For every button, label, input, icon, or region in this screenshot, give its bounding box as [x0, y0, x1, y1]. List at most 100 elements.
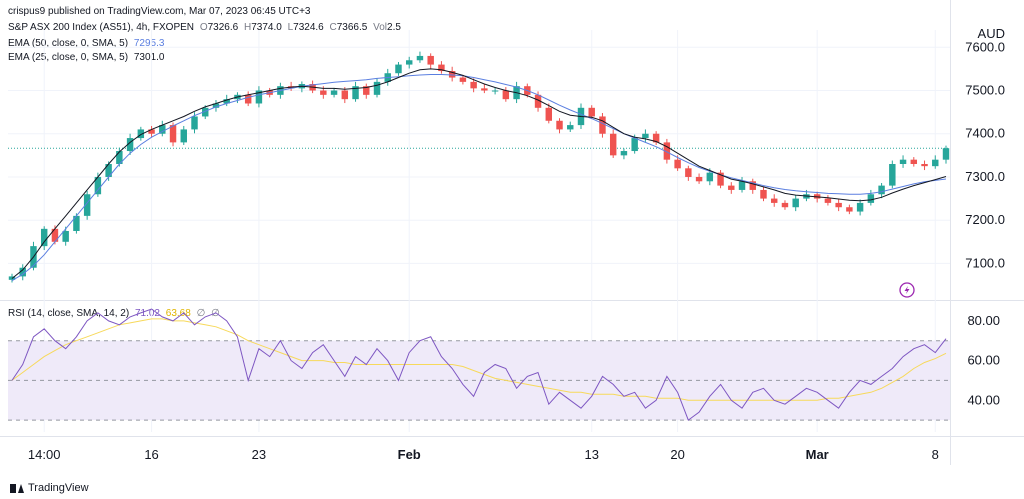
candle-body	[51, 228, 59, 242]
price-tick-label: 7400.0	[965, 126, 1005, 141]
candle-body	[223, 99, 230, 104]
publisher-line: crispus9 published on TradingView.com, M…	[8, 6, 311, 17]
price-tick-label: 7500.0	[965, 83, 1005, 98]
ema50-label: EMA (50, close, 0, SMA, 5)	[8, 38, 129, 49]
high-value: 7374.0	[251, 22, 282, 33]
candle-body	[706, 172, 714, 182]
low-key: L	[287, 22, 294, 33]
candle-body	[427, 55, 434, 65]
main-legend: S&P ASX 200 Index (AS51), 4h, FXOPEN O73…	[8, 22, 401, 34]
candle-body	[159, 125, 166, 134]
candle-body	[137, 129, 145, 139]
candle-body	[631, 138, 638, 152]
open-value: 7326.6	[207, 22, 239, 33]
candle-body	[867, 194, 875, 203]
low-value: 7324.6	[293, 22, 324, 33]
candle-body	[373, 81, 381, 95]
rsi-value: 71.02	[134, 308, 160, 319]
candle-body	[749, 181, 756, 190]
candle-body	[395, 64, 402, 74]
time-tick-label: 20	[670, 447, 684, 462]
volume-value: 2.5	[387, 22, 401, 33]
candle-body	[363, 86, 370, 95]
candle-body	[738, 181, 746, 190]
candle-body	[599, 116, 606, 134]
candle-body	[609, 133, 617, 156]
tradingview-logo-icon	[10, 483, 24, 493]
candle-body	[105, 164, 112, 177]
ema25-value: 7301.0	[133, 52, 165, 63]
candle-body	[781, 202, 789, 208]
candle-body	[685, 168, 692, 177]
candle-body	[921, 164, 928, 167]
candle-body	[83, 194, 91, 216]
volume-key: Vol	[373, 22, 388, 33]
high-key: H	[243, 22, 252, 33]
time-tick-label: 8	[932, 447, 939, 462]
ema50-legend[interactable]: EMA (50, close, 0, SMA, 5) 7295.3	[8, 38, 164, 50]
candle-body	[717, 172, 724, 186]
rsi-ma-value: 63.68	[165, 308, 191, 319]
lightning-icon[interactable]	[899, 282, 915, 298]
price-tick-label: 7300.0	[965, 169, 1005, 184]
tradingview-logo[interactable]: TradingView	[10, 482, 89, 494]
time-tick-label: 13	[584, 447, 598, 462]
candle-body	[416, 55, 424, 61]
candle-body	[148, 129, 155, 134]
price-tick-label: 7200.0	[965, 212, 1005, 227]
candle-body	[352, 86, 359, 100]
candle-body	[470, 81, 477, 89]
candle-body	[448, 71, 456, 78]
ema25-line	[11, 68, 947, 279]
candle-layer	[8, 51, 950, 283]
candle-body	[620, 151, 628, 156]
candle-body	[330, 90, 338, 95]
candle-body	[126, 138, 134, 152]
candle-body	[588, 107, 595, 117]
candle-body	[567, 125, 574, 130]
rsi-line	[11, 308, 947, 421]
candle-body	[116, 151, 123, 164]
candle-body	[180, 129, 187, 143]
rsi-label: RSI (14, close, SMA, 14, 2)	[8, 308, 130, 319]
indicator-line-layer	[11, 68, 947, 421]
time-tick-label: 23	[252, 447, 266, 462]
candle-body	[341, 90, 349, 100]
time-tick-label: Mar	[806, 447, 829, 462]
symbol-title[interactable]: S&P ASX 200 Index (AS51), 4h, FXOPEN	[8, 22, 195, 33]
candle-body	[663, 142, 671, 160]
candle-body	[191, 116, 198, 130]
ema50-line	[11, 74, 947, 282]
time-tick-label: 16	[144, 447, 158, 462]
candle-body	[255, 90, 263, 104]
close-value: 7366.5	[336, 22, 368, 33]
candle-body	[40, 228, 48, 247]
candle-body	[889, 164, 896, 186]
rsi-tick-label: 80.00	[967, 313, 1000, 328]
candle-body	[899, 159, 907, 164]
open-key: O	[199, 22, 208, 33]
candle-body	[405, 60, 413, 65]
candle-body	[545, 107, 553, 121]
time-tick-label: Feb	[398, 447, 421, 462]
candle-body	[728, 185, 735, 190]
candle-body	[760, 189, 767, 199]
ema25-legend[interactable]: EMA (25, close, 0, SMA, 5) 7301.0	[8, 52, 164, 64]
candle-body	[856, 202, 864, 212]
candle-body	[835, 202, 842, 208]
candle-body	[320, 90, 327, 95]
candle-body	[556, 120, 563, 130]
candle-body	[438, 64, 445, 72]
candle-body	[932, 159, 939, 167]
candle-body	[674, 159, 681, 169]
candle-body	[502, 90, 510, 100]
candle-body	[19, 267, 26, 277]
rsi-band-layer	[8, 340, 950, 421]
time-tick-label: 14:00	[28, 447, 61, 462]
candle-body	[481, 88, 488, 91]
ema50-value: 7295.3	[133, 38, 165, 49]
price-tick-label: 7100.0	[965, 255, 1005, 270]
price-tick-label: 7600.0	[965, 39, 1005, 54]
